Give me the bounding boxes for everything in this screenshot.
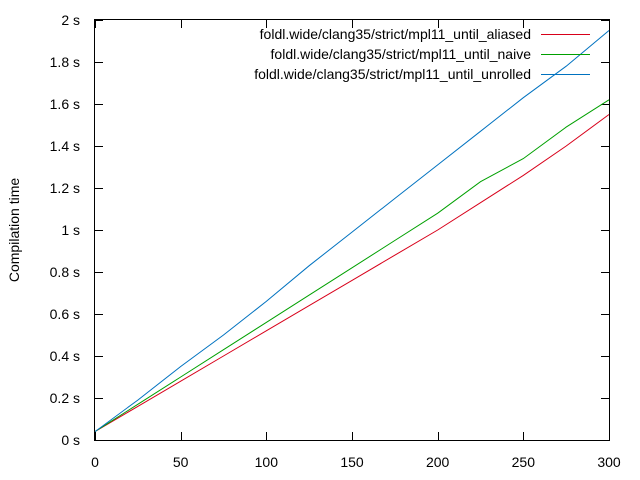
- x-tick-label: 250: [512, 454, 536, 470]
- y-tick-label: 1 s: [61, 222, 80, 238]
- x-tick-label: 0: [91, 454, 99, 470]
- legend-label-1: foldl.wide/clang35/strict/mpl11_until_al…: [260, 26, 531, 42]
- series-line-2: [94, 99, 610, 433]
- y-tick-label: 0.4 s: [50, 348, 80, 364]
- plot-frame: [94, 19, 610, 441]
- axis-ticks: [95, 20, 610, 441]
- series-line-1: [94, 114, 610, 433]
- series-lines: [94, 30, 610, 433]
- x-tick-label: 300: [597, 454, 621, 470]
- y-tick-label: 0.8 s: [50, 264, 80, 280]
- series-line-3: [94, 30, 610, 433]
- legend: foldl.wide/clang35/strict/mpl11_until_al…: [254, 26, 590, 82]
- y-axis-label: Compilation time: [6, 178, 22, 282]
- legend-label-2: foldl.wide/clang35/strict/mpl11_until_na…: [271, 46, 532, 62]
- x-tick-label: 150: [340, 454, 364, 470]
- y-tick-label: 0.6 s: [50, 306, 80, 322]
- y-tick-label: 0.2 s: [50, 390, 80, 406]
- x-tick-label: 200: [426, 454, 450, 470]
- y-tick-label: 2 s: [61, 12, 80, 28]
- y-tick-label: 1.6 s: [50, 96, 80, 112]
- y-tick-label: 0 s: [61, 432, 80, 448]
- axis-tick-labels: 0 50 100 150 200 250 300 0 s 0.2 s 0.4 s 0.6 s 0.8 …: [50, 12, 621, 470]
- x-tick-label: 50: [173, 454, 189, 470]
- x-tick-label: 100: [255, 454, 279, 470]
- y-tick-label: 1.4 s: [50, 138, 80, 154]
- legend-label-3: foldl.wide/clang35/strict/mpl11_until_un…: [254, 66, 531, 82]
- y-tick-label: 1.8 s: [50, 54, 80, 70]
- y-tick-label: 1.2 s: [50, 180, 80, 196]
